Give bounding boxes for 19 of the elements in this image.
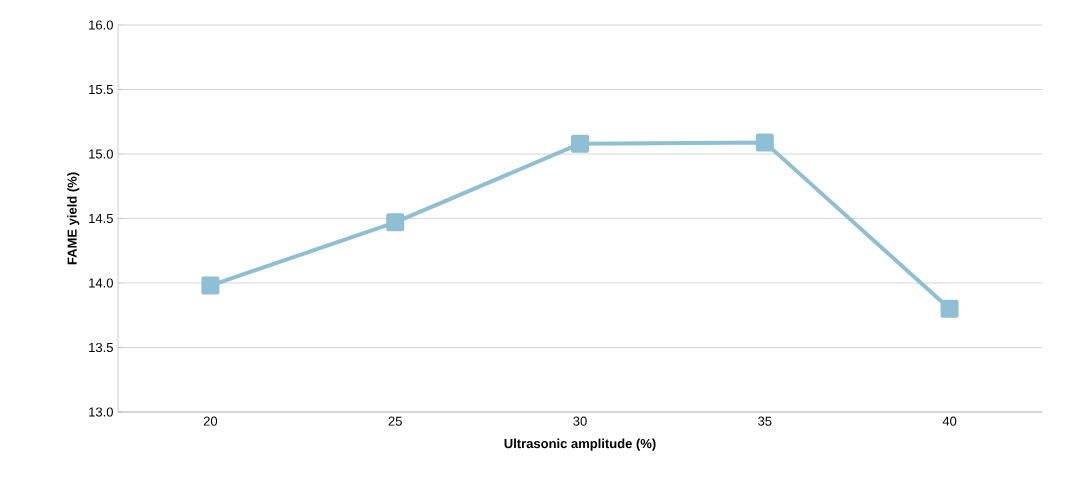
y-tick-label: 14.0	[89, 278, 113, 288]
y-tick-label: 14.5	[89, 213, 113, 224]
x-tick-label: 25	[388, 416, 402, 426]
y-axis-title: FAME yield (%)	[67, 172, 80, 265]
point	[571, 134, 589, 153]
point	[940, 299, 959, 318]
point	[201, 276, 220, 295]
x-tick-label: 30	[573, 416, 587, 426]
y-tick-label: 15.0	[89, 149, 113, 159]
x-axis-title: Ultrasonic amplitude (%)	[504, 438, 656, 451]
y-tick-label: 13.5	[89, 342, 113, 353]
x-tick-label: 40	[942, 416, 957, 426]
y-tick-label: 16.0	[89, 20, 113, 30]
y-tick-label: 15.5	[89, 84, 113, 95]
x-tick-label: 35	[758, 416, 772, 426]
x-tick-label: 20	[203, 416, 218, 426]
point	[386, 213, 405, 232]
point	[755, 133, 774, 152]
y-tick-label: 13.0	[89, 407, 113, 417]
